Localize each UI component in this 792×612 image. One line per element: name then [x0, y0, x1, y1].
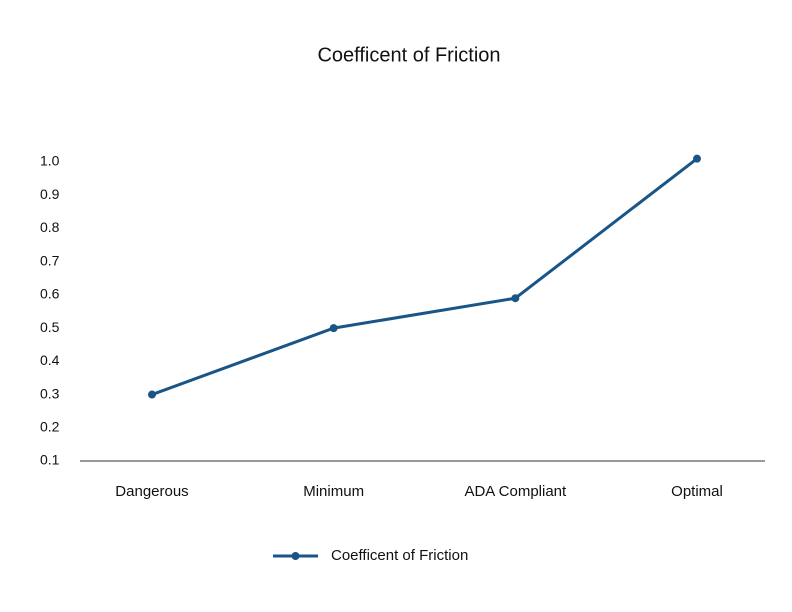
x-tick-label: Optimal [671, 483, 723, 500]
y-tick-label: 0.9 [40, 186, 60, 202]
data-line [151, 157, 698, 396]
legend-label: Coefficent of Friction [331, 547, 468, 564]
y-tick-label: 0.6 [40, 286, 60, 302]
chart-title: Coefficent of Friction [317, 44, 500, 66]
data-point [148, 390, 156, 399]
legend-marker [291, 552, 300, 560]
y-tick-label: 0.3 [40, 385, 60, 401]
x-tick-label: Dangerous [115, 483, 188, 500]
y-tick-label: 0.8 [40, 219, 60, 235]
data-point [511, 294, 520, 303]
data-point [693, 154, 701, 163]
data-point [329, 324, 338, 333]
x-tick-label: Minimum [303, 483, 364, 500]
y-tick-label: 1.0 [40, 153, 60, 169]
y-tick-label: 0.7 [40, 252, 60, 268]
y-tick-label: 0.1 [40, 452, 60, 468]
y-tick-label: 0.5 [40, 319, 60, 335]
y-tick-label: 0.4 [40, 352, 60, 368]
y-tick-label: 0.2 [40, 418, 60, 434]
x-tick-label: ADA Compliant [464, 483, 567, 500]
